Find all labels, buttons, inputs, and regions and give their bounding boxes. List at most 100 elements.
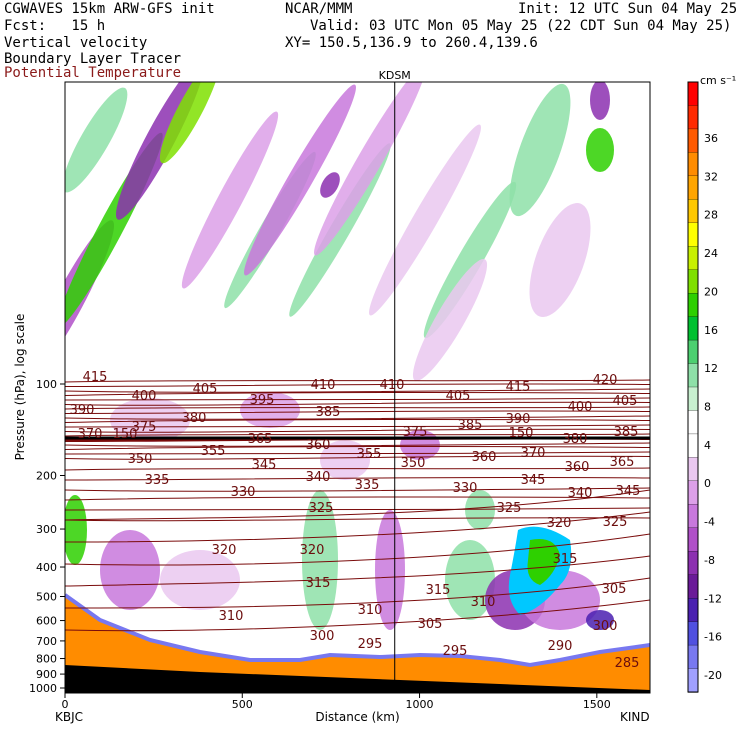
velocity-cell-mid-13 bbox=[465, 490, 495, 530]
colorbar-swatch bbox=[687, 551, 699, 576]
theta-contour-label: 320 bbox=[300, 543, 325, 558]
colorbar-unit: cm s⁻¹ bbox=[700, 74, 736, 87]
theta-contour-label: 385 bbox=[316, 405, 341, 420]
colorbar-swatch bbox=[687, 410, 699, 435]
theta-contour-label: 400 bbox=[568, 400, 593, 415]
field-boundary-layer-tracer: Boundary Layer Tracer bbox=[4, 51, 182, 67]
theta-contour-label: 285 bbox=[615, 656, 640, 671]
x-tick-label: 0 bbox=[62, 698, 69, 711]
theta-contour-label: 415 bbox=[83, 370, 108, 385]
colorbar-label: -8 bbox=[704, 554, 715, 567]
x-tick-label: 1000 bbox=[406, 698, 434, 711]
theta-contour bbox=[65, 599, 650, 632]
velocity-cell-4 bbox=[181, 111, 279, 289]
velocity-cell-13 bbox=[586, 128, 614, 172]
velocity-cell-16 bbox=[65, 87, 128, 193]
velocity-cell-15 bbox=[412, 258, 488, 382]
x-tick-label: 500 bbox=[232, 698, 253, 711]
plot-frame bbox=[64, 81, 651, 694]
org-label: NCAR/MMM bbox=[285, 1, 353, 17]
theta-contour-label: 320 bbox=[547, 516, 572, 531]
colorbar-label: -16 bbox=[704, 631, 722, 644]
theta-contour bbox=[65, 418, 650, 423]
velocity-cell-mid-0 bbox=[110, 398, 190, 442]
theta-contour bbox=[65, 533, 650, 566]
theta-contour-label: 320 bbox=[212, 543, 237, 558]
theta-contour-label: 315 bbox=[553, 552, 578, 567]
theta-contour-label: 365 bbox=[610, 455, 635, 470]
theta-contour-label: 410 bbox=[380, 378, 405, 393]
x-axis-label: Distance (km) bbox=[315, 710, 399, 724]
theta-contour-label: 405 bbox=[613, 394, 638, 409]
theta-contour bbox=[65, 383, 650, 387]
terrain-surface bbox=[65, 595, 650, 693]
theta-contour-label: 345 bbox=[252, 458, 277, 473]
theta-contour bbox=[65, 391, 650, 396]
colorbar-label: 0 bbox=[704, 477, 711, 490]
velocity-cell-3 bbox=[159, 82, 221, 164]
theta-contour-label: 315 bbox=[426, 583, 451, 598]
theta-contour bbox=[65, 433, 650, 437]
theta-contour bbox=[65, 555, 650, 587]
theta-contour-label: 300 bbox=[310, 629, 335, 644]
theta-contour bbox=[65, 507, 650, 511]
theta-contour-label: 340 bbox=[306, 470, 331, 485]
colorbar-label: -20 bbox=[704, 669, 722, 682]
colorbar-swatch bbox=[687, 527, 699, 552]
theta-contour bbox=[65, 511, 650, 543]
theta-contour bbox=[65, 467, 650, 471]
colorbar-swatch bbox=[687, 480, 699, 505]
surface-layer bbox=[65, 593, 650, 668]
theta-contour bbox=[65, 487, 650, 492]
theta-contour-label: 310 bbox=[471, 595, 496, 610]
theta-contour-label: 305 bbox=[418, 617, 443, 632]
theta-contour-label: 330 bbox=[453, 481, 478, 496]
theta-contour bbox=[65, 445, 650, 450]
velocity-cell-9 bbox=[320, 172, 340, 198]
colorbar-swatch bbox=[687, 199, 699, 224]
colorbar-label: -12 bbox=[704, 592, 722, 605]
theta-contour-label: 325 bbox=[497, 501, 522, 516]
theta-contour-label: 410 bbox=[311, 378, 336, 393]
theta-contour bbox=[65, 517, 650, 522]
theta-contour-label: 415 bbox=[506, 380, 531, 395]
theta-contour bbox=[65, 476, 650, 481]
colorbar-label: 36 bbox=[704, 132, 718, 145]
theta-contour-label: 325 bbox=[603, 515, 628, 530]
theta-contour-label: 150 bbox=[113, 427, 138, 442]
theta-contour-label: 290 bbox=[548, 639, 573, 654]
theta-contour-label: 360 bbox=[306, 438, 331, 453]
y-tick-label: 100 bbox=[36, 378, 57, 391]
colorbar-swatch bbox=[687, 222, 699, 247]
colorbar-label: 24 bbox=[704, 247, 718, 260]
theta-contour-label: 390 bbox=[506, 412, 531, 427]
colorbar-swatch bbox=[687, 621, 699, 646]
theta-contour bbox=[65, 428, 650, 433]
y-tick-label: 1000 bbox=[29, 682, 57, 695]
theta-contour bbox=[65, 451, 650, 455]
theta-contour-label: 405 bbox=[193, 382, 218, 397]
colorbar-swatch bbox=[687, 668, 699, 693]
theta-contour-label: 375 bbox=[132, 420, 157, 435]
colorbar-swatch bbox=[687, 246, 699, 271]
field-potential-temperature: Potential Temperature bbox=[4, 65, 182, 81]
y-tick-label: 200 bbox=[36, 470, 57, 483]
field-vertical-velocity: Vertical velocity bbox=[4, 35, 148, 51]
x-end-station: KIND bbox=[620, 710, 650, 724]
colorbar-frame bbox=[687, 81, 699, 693]
theta-contour-label: 375 bbox=[403, 425, 428, 440]
velocity-cell-mid-4 bbox=[100, 530, 160, 610]
velocity-cell-mid-6 bbox=[302, 490, 338, 630]
theta-contour-label: 400 bbox=[132, 389, 157, 404]
y-tick-label: 600 bbox=[36, 615, 57, 628]
y-tick-label: 700 bbox=[36, 635, 57, 648]
theta-contour-label: 340 bbox=[568, 486, 593, 501]
ground bbox=[65, 665, 650, 693]
theta-contour bbox=[65, 401, 650, 406]
valid-time: Valid: 03 UTC Mon 05 May 25 (22 CDT Sun … bbox=[310, 18, 732, 34]
theta-contour-label: 310 bbox=[358, 603, 383, 618]
colorbar-swatch bbox=[687, 105, 699, 130]
colorbar-swatch bbox=[687, 316, 699, 341]
velocity-cell-mid-5 bbox=[160, 550, 240, 610]
theta-contour-label: 420 bbox=[593, 373, 618, 388]
